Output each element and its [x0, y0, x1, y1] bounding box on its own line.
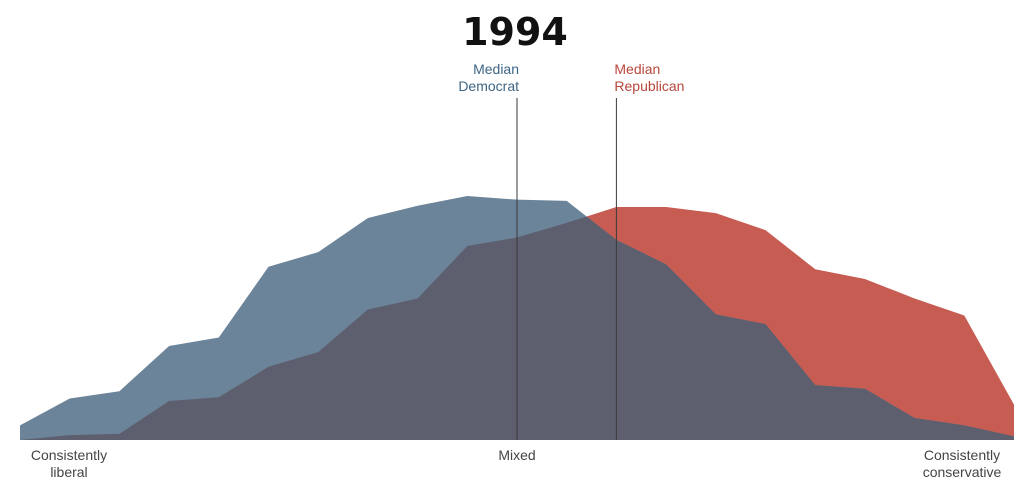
median-label: Republican: [614, 78, 684, 94]
x-tick-label: conservative: [923, 464, 1002, 480]
x-tick-label: liberal: [50, 464, 87, 480]
median-label: Democrat: [458, 78, 519, 94]
x-tick-label: Mixed: [498, 447, 535, 463]
median-label: Median: [614, 61, 660, 77]
chart-title: 1994: [462, 10, 568, 54]
median-label: Median: [473, 61, 519, 77]
x-tick-label: Consistently: [924, 447, 1000, 463]
x-tick-label: Consistently: [31, 447, 107, 463]
